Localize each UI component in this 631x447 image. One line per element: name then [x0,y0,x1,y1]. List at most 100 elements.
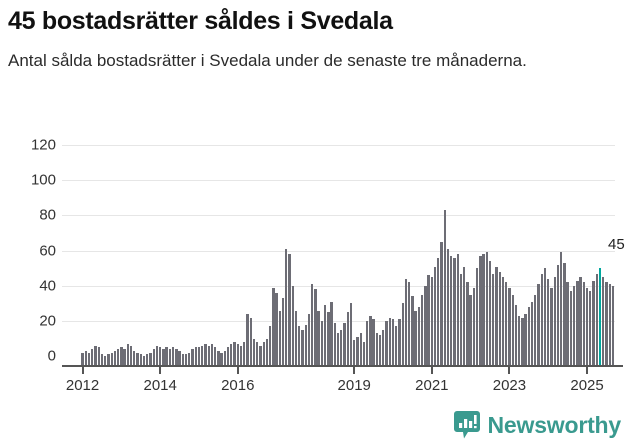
bar [524,314,527,365]
bar [259,345,262,365]
bar [107,354,110,365]
bar [116,349,120,365]
brand-footer: Newsworthy [453,411,621,439]
bar [110,352,113,365]
bar [142,356,146,365]
bar [336,333,340,365]
bar [323,305,327,365]
bar [126,343,129,365]
bar [311,284,314,365]
bar [485,252,488,365]
bar-chart: 0 20 40 60 80 100 120 2012 2014 2016 2019 2021 2023… [0,136,631,398]
bar [188,352,191,365]
bar [378,335,382,365]
bar [505,282,508,365]
page-subtitle: Antal sålda bostadsrätter i Svedala unde… [8,50,527,70]
x-axis-tick-label: 2021 [415,377,449,394]
bar [181,354,184,365]
bar [178,350,181,365]
highlight-value-label: 45 [607,236,625,254]
bar [437,257,440,365]
bar [171,347,175,365]
y-axis-tick-label: 80 [39,206,56,224]
x-axis-tick [81,365,84,374]
bar [579,277,582,365]
bar [298,326,301,365]
bar [365,321,369,365]
bar [327,312,330,365]
bar [272,287,275,365]
chart-page: 45 bostadsrätter såldes i Svedala Antal … [0,7,631,447]
y-axis-tick-label: 60 [39,242,56,259]
bar [304,324,307,365]
bar [184,354,188,365]
bar [404,278,408,365]
gridline [62,285,615,287]
bar [482,254,485,365]
bar [133,350,136,365]
bar [408,282,411,365]
plot-area: 2012 2014 2016 2019 2021 2023 2025 45 [62,145,625,394]
bar [155,345,159,365]
bar [375,333,379,365]
bar [252,338,256,365]
bar [433,266,437,365]
bar [560,252,563,365]
gridline [62,250,615,252]
bar [159,347,162,365]
y-axis-tick-label: 0 [47,347,56,365]
bar [492,273,495,365]
bar [589,291,592,365]
bar [207,345,210,365]
bar [236,343,239,365]
bar [233,342,236,365]
bar [201,345,204,365]
bar [278,310,281,365]
bar [94,345,97,365]
bar [265,338,269,365]
bar [608,284,611,365]
bar [576,280,579,365]
bar [317,310,320,365]
bar [459,273,463,365]
bar [611,285,615,365]
bar [149,352,152,365]
bar [592,280,595,365]
x-axis-tick [353,365,356,374]
bar [249,317,252,365]
bar [585,287,589,365]
bar [223,350,227,365]
bar [430,277,433,365]
bar [537,284,540,365]
bar [162,349,165,365]
bar [139,354,142,365]
bar [165,347,168,365]
bar [349,303,353,365]
gridline [62,215,615,217]
bar [146,354,149,365]
x-axis-tick [159,365,162,374]
bar [463,266,466,365]
x-axis-tick [586,365,589,374]
x-axis-line [62,365,623,367]
x-axis-tick [236,365,239,374]
bar [556,264,560,365]
bar [501,277,505,365]
bar [314,289,317,365]
x-axis-tick-label: 2012 [65,377,100,394]
bar [104,356,107,365]
bar [534,294,537,365]
bar [120,347,123,365]
bar [427,275,430,365]
bar [152,349,155,365]
bar [346,312,349,365]
bar [488,261,492,365]
bar [395,326,398,365]
bar [388,317,391,365]
bar [508,287,511,365]
bar-highlighted [598,268,602,365]
bar [288,254,291,365]
bar [246,314,249,365]
bar [220,352,223,365]
bar [469,294,472,365]
